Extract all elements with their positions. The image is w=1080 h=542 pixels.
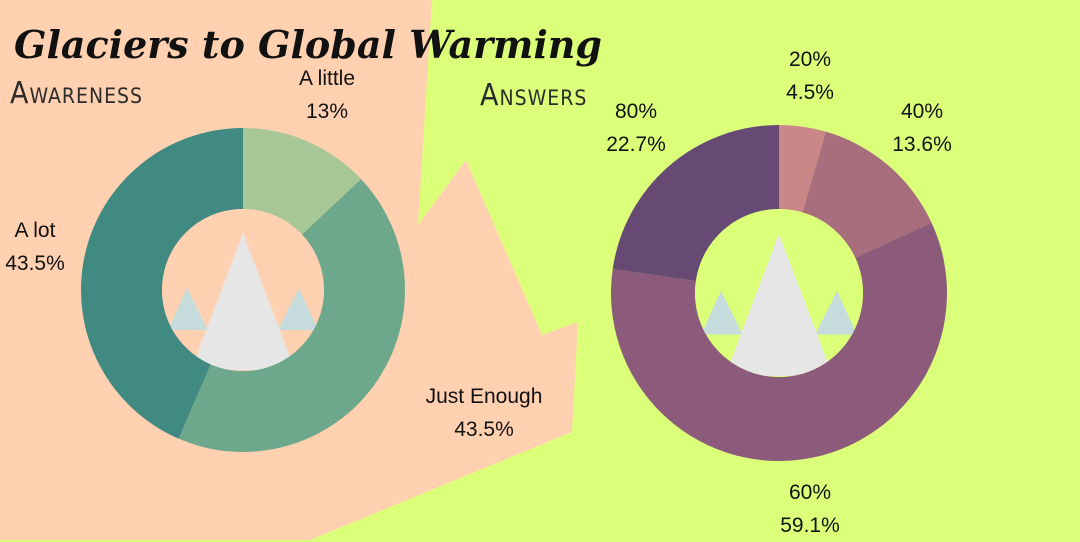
slice-percent: 59.1% [780, 514, 840, 537]
page-title: Glaciers to Global Warming [14, 22, 602, 67]
answers-label-40: 40% 13.6% [892, 95, 952, 161]
awareness-label-a-lot: A lot 43.5% [5, 214, 65, 280]
slice-percent: 43.5% [5, 252, 65, 275]
mountain-main-peak [191, 233, 295, 370]
slice-percent: 13.6% [892, 133, 952, 156]
slice-label: 40% [900, 100, 944, 123]
awareness-label-text: Awareness [10, 76, 144, 111]
mountain-side-peak [701, 290, 743, 335]
mountain-main-peak [725, 233, 833, 376]
slice-percent: 13% [305, 100, 349, 123]
slice-label: 80% [614, 100, 658, 123]
answers-label-text: Answers [480, 78, 588, 113]
slice-a-lot [80, 128, 243, 439]
slice-a-little [243, 128, 362, 235]
mountain-side-peak [168, 288, 208, 330]
answers-label-80: 80% 22.7% [606, 95, 666, 161]
slice-label: 60% [788, 481, 832, 504]
slice-80- [612, 125, 779, 282]
mountain-icon [168, 233, 318, 370]
mountain-side-peak [815, 290, 857, 335]
slice-percent: 4.5% [786, 81, 834, 104]
slice-percent: 43.5% [454, 418, 514, 441]
answers-label-20: 20% 4.5% [786, 43, 834, 109]
answers-label-60: 60% 59.1% [780, 476, 840, 542]
mountain-icon [701, 233, 857, 376]
awareness-label-a-little: A little 13% [299, 62, 355, 128]
slice-20- [779, 125, 826, 213]
mountain-side-peak [278, 288, 318, 330]
slice-60- [610, 222, 947, 462]
slice-label: Just Enough [425, 385, 543, 408]
awareness-label-just-enough: Just Enough 43.5% [426, 380, 543, 446]
donut-awareness [80, 128, 405, 452]
slice-label: A lot [14, 219, 56, 242]
slice-label: 20% [788, 48, 832, 71]
slice-just-enough [178, 179, 405, 452]
slice-40- [802, 131, 932, 258]
slice-percent: 22.7% [606, 133, 666, 156]
slice-label: A little [298, 67, 356, 90]
